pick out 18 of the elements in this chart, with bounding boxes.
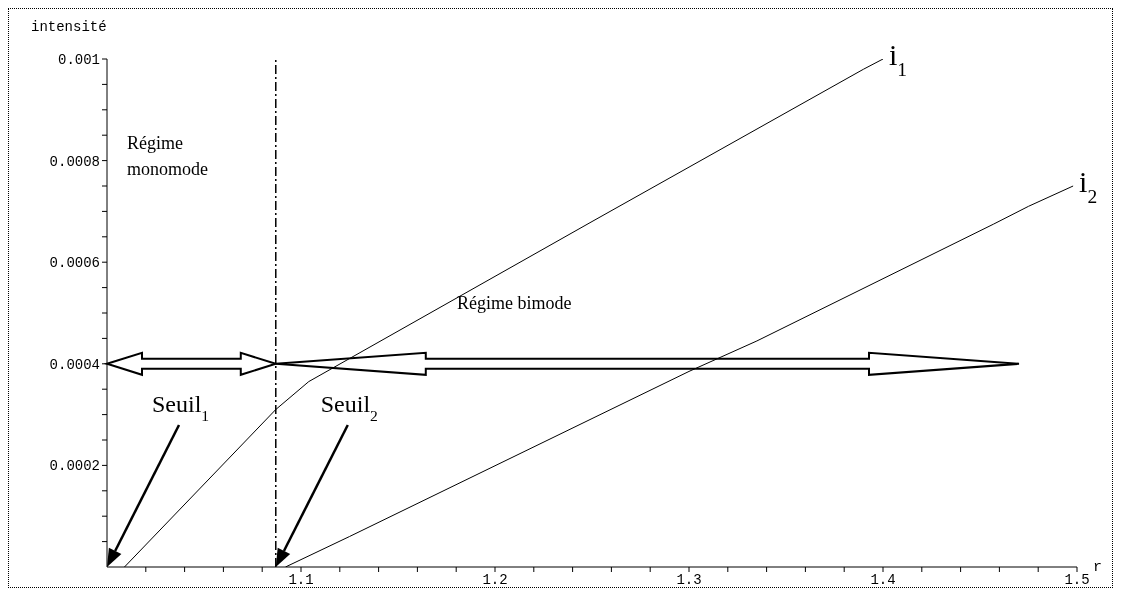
x-tick-label: 1.1 xyxy=(288,571,314,588)
x-axis-title: r xyxy=(1093,559,1103,576)
y-tick-label: 0.0004 xyxy=(49,356,100,373)
y-tick-label: 0.001 xyxy=(57,51,100,68)
series-label: i$_{1}$ xyxy=(889,38,908,80)
x-tick-label: 1.2 xyxy=(482,571,508,588)
annotation: Régime bimode xyxy=(457,293,572,313)
y-tick-label: 0.0002 xyxy=(49,458,100,475)
y-tick-label: 0.0008 xyxy=(49,153,100,170)
y-tick-label: 0.0006 xyxy=(49,255,100,272)
x-tick-label: 1.5 xyxy=(1064,571,1090,588)
x-tick-label: 1.3 xyxy=(676,571,702,588)
annotation: Seuil$_{2}$ xyxy=(320,391,378,424)
x-tick-label: 1.4 xyxy=(870,571,896,588)
annotation: Seuil$_{1}$ xyxy=(152,391,210,424)
series-label: i$_{2}$ xyxy=(1079,165,1098,207)
annotation: Régime monomode xyxy=(127,133,208,179)
y-axis-title: intensité xyxy=(31,19,107,35)
